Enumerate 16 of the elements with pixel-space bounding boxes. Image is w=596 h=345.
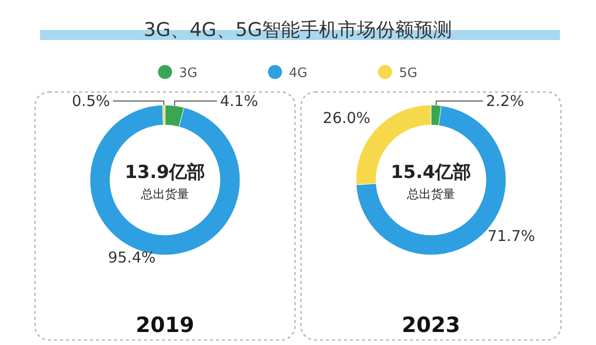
text: 2019 [136, 313, 194, 337]
data-label: 4.1% [220, 92, 258, 110]
data-label: 26.0% [322, 109, 370, 128]
data-label: 0.5% [72, 92, 110, 110]
data-label: 71.7% [487, 226, 536, 245]
data-label: 2.2% [486, 92, 524, 110]
text: 13.9亿部 [124, 162, 206, 183]
text: 2023 [402, 313, 460, 337]
legend-label: 5G [399, 66, 418, 81]
chart-title: 3G、4G、5G智能手机市场份额预测 [144, 19, 452, 41]
text: 总出货量 [140, 187, 189, 201]
data-label: 95.4% [108, 248, 156, 266]
text: 总出货量 [406, 187, 455, 201]
legend-label: 3G [179, 66, 198, 81]
legend-label: 4G [289, 66, 308, 81]
text: 15.4亿部 [390, 162, 472, 183]
